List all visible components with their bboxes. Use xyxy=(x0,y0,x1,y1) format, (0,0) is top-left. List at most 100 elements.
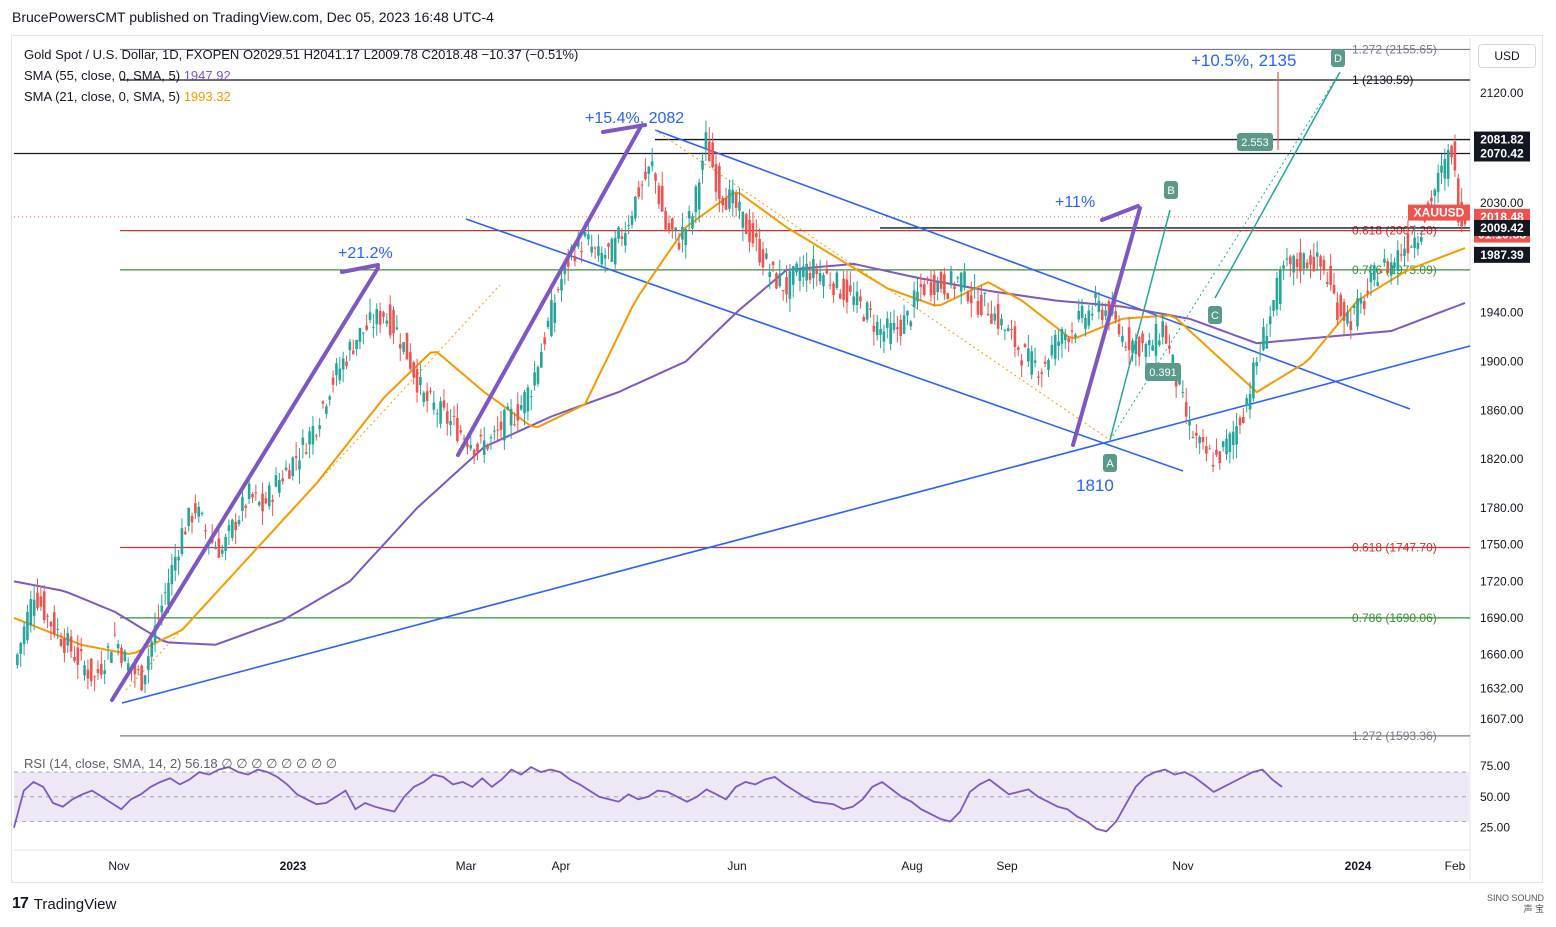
candle-body xyxy=(526,387,530,412)
candle-body xyxy=(133,663,137,675)
candle-body xyxy=(1020,360,1023,366)
rsi-legend[interactable]: RSI (14, close, SMA, 14, 2) 56.18 ∅ ∅ ∅ … xyxy=(24,756,338,771)
candle-body xyxy=(751,223,755,244)
candle-body xyxy=(204,529,207,532)
candle-body xyxy=(278,480,281,493)
pattern-point-badge xyxy=(1331,49,1345,67)
candle-body xyxy=(536,367,540,384)
price-tag-label: 2009.42 xyxy=(1480,221,1524,235)
x-tick-label: 2023 xyxy=(280,859,307,873)
candle-body xyxy=(1369,273,1373,283)
y-tick-label: 1820.00 xyxy=(1480,452,1524,466)
candle-body xyxy=(1171,354,1175,365)
candle-body xyxy=(734,193,738,208)
candle-body xyxy=(617,227,620,239)
candle-body xyxy=(1430,197,1433,202)
candle-body xyxy=(1315,252,1319,257)
candle-body xyxy=(1453,141,1457,171)
candle-body xyxy=(1047,359,1050,370)
candle-body xyxy=(173,556,177,571)
footer-brand[interactable]: 17 TradingView xyxy=(12,895,116,913)
candle-body xyxy=(419,376,422,386)
trend-arrow xyxy=(456,126,642,457)
candle-body xyxy=(100,663,103,675)
candle-body xyxy=(1443,158,1447,179)
candle-body xyxy=(29,599,33,626)
ratio-label: 0.391 xyxy=(1149,367,1177,379)
legend-sma55-row[interactable]: SMA (55, close, 0, SMA, 5) 1947.92 xyxy=(24,68,231,83)
candle-body xyxy=(49,621,53,627)
sma21-label: SMA (21, close, 0, SMA, 5) xyxy=(24,89,181,104)
candle-body xyxy=(382,312,385,317)
candle-body xyxy=(1144,343,1148,357)
candle-body xyxy=(153,625,157,643)
legend-sma21-row[interactable]: SMA (21, close, 0, SMA, 5) 1993.32 xyxy=(24,89,231,104)
ratio-badge xyxy=(1145,363,1181,381)
candle-body xyxy=(640,184,644,186)
candle-body xyxy=(449,420,452,426)
candle-body xyxy=(1094,293,1097,298)
candle-body xyxy=(355,339,358,350)
candle-body xyxy=(791,266,795,285)
candle-body xyxy=(1053,335,1057,360)
low-label: 1810 xyxy=(1076,476,1114,495)
candle-body xyxy=(795,263,798,273)
candle-body xyxy=(1218,451,1222,464)
candle-body xyxy=(36,592,39,608)
candle-body xyxy=(993,313,997,321)
candle-body xyxy=(1084,317,1087,329)
y-tick-label: 1690.00 xyxy=(1480,611,1524,625)
candle-body xyxy=(301,437,305,445)
candle-body xyxy=(1074,334,1077,337)
candle-body xyxy=(553,302,557,324)
candle-body xyxy=(32,599,36,616)
y-tick-label: 1632.00 xyxy=(1480,682,1524,696)
candle-body xyxy=(980,294,983,315)
candle-body xyxy=(1332,284,1336,294)
candle-body xyxy=(89,658,93,682)
candle-body xyxy=(1446,149,1450,179)
candle-body xyxy=(943,274,946,295)
y-tick-label: 1780.00 xyxy=(1480,501,1524,515)
candle-body xyxy=(1359,298,1363,304)
candle-body xyxy=(879,328,882,335)
candle-body xyxy=(1208,448,1212,450)
legend-symbol-row: Gold Spot / U.S. Dollar, 1D, FXOPEN O202… xyxy=(24,47,578,62)
candle-body xyxy=(395,327,399,330)
candle-body xyxy=(157,617,160,620)
candle-body xyxy=(1010,329,1013,331)
candle-body xyxy=(1248,393,1252,410)
candle-body xyxy=(969,295,973,304)
candle-body xyxy=(200,512,204,514)
y-tick-label: 1860.00 xyxy=(1480,403,1524,417)
candle-body xyxy=(1104,310,1107,316)
candle-body xyxy=(496,429,499,431)
candle-body xyxy=(126,663,130,671)
candle-body xyxy=(1349,321,1353,330)
candle-body xyxy=(889,323,892,345)
trendline-channel-lower xyxy=(465,218,1184,472)
projection-dotted-line xyxy=(1109,71,1341,441)
candle-body xyxy=(1235,426,1238,445)
candle-body xyxy=(899,319,903,337)
candle-body xyxy=(624,233,627,246)
candle-body xyxy=(546,320,550,328)
trend-arrow xyxy=(1100,204,1140,222)
candle-body xyxy=(1100,309,1104,320)
candle-body xyxy=(241,496,244,511)
x-tick-label: Nov xyxy=(1172,859,1193,873)
candle-body xyxy=(828,284,832,286)
candle-body xyxy=(42,591,46,621)
candle-body xyxy=(254,492,258,494)
candle-body xyxy=(341,358,345,370)
candle-body xyxy=(973,287,976,289)
currency-button[interactable]: USD xyxy=(1478,44,1536,68)
candle-body xyxy=(818,273,822,282)
y-tick-label: 1900.00 xyxy=(1480,355,1524,369)
candle-body xyxy=(909,321,913,327)
candle-body xyxy=(348,341,352,351)
symbol-title[interactable]: Gold Spot / U.S. Dollar, 1D, FXOPEN xyxy=(24,47,240,62)
chart-frame xyxy=(11,35,1543,883)
candle-body xyxy=(529,396,533,398)
